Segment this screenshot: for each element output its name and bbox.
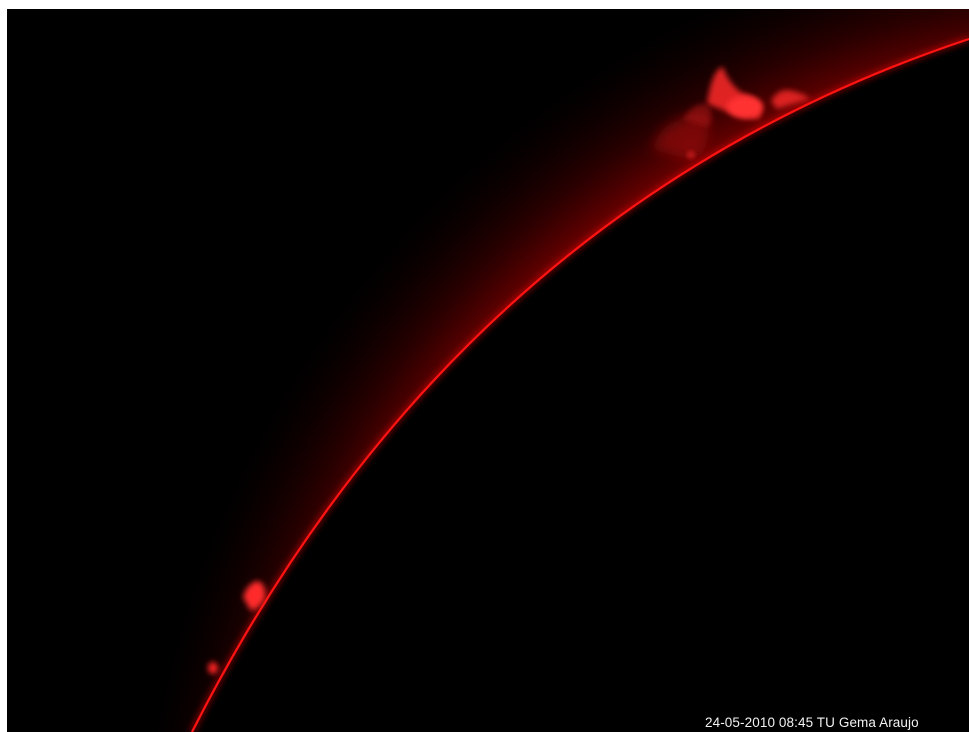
solar-limb-halo: [188, 35, 969, 732]
photo-caption: 24-05-2010 08:45 TU Gema Araujo: [705, 715, 919, 730]
prominence-top: [652, 67, 810, 159]
solar-disk: [192, 39, 969, 732]
prominence-lower: [208, 581, 266, 674]
sun-limb-scene: [7, 9, 969, 732]
solar-photo: 24-05-2010 08:45 TU Gema Araujo: [7, 9, 969, 732]
